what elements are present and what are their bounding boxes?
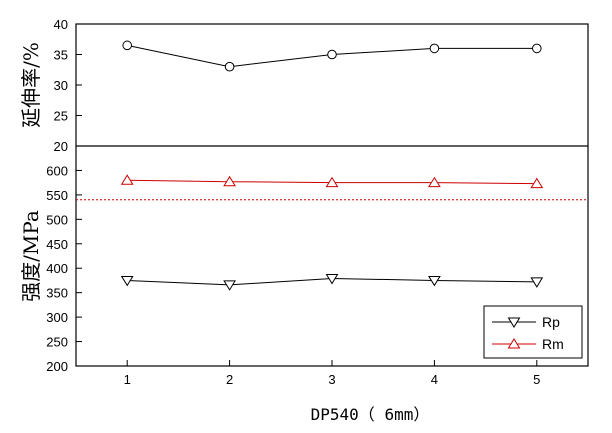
- y-tick-label: 300: [46, 310, 68, 325]
- y-axis-title: 延伸率/%: [19, 42, 43, 128]
- x-tick-label: 1: [124, 372, 131, 387]
- data-point: [223, 280, 236, 291]
- data-point: [530, 177, 544, 189]
- x-tick-label: 5: [533, 372, 540, 387]
- y-tick-label: 500: [46, 212, 68, 227]
- data-point: [223, 175, 236, 187]
- y-tick-label: 25: [54, 109, 68, 124]
- legend-label: Rp: [542, 314, 560, 330]
- data-point: [325, 176, 339, 188]
- y-tick-label: 250: [46, 335, 68, 350]
- data-point: [120, 174, 134, 185]
- data-point: [327, 49, 337, 60]
- data-point: [224, 61, 235, 72]
- x-tick-label: 2: [226, 372, 233, 387]
- y-tick-label: 40: [54, 17, 68, 32]
- y-tick-label: 600: [46, 163, 68, 178]
- legend-box: [483, 305, 583, 359]
- legend-marker: [507, 317, 521, 328]
- legend-marker: [507, 338, 521, 349]
- y-tick-label: 550: [46, 188, 68, 203]
- data-point: [428, 176, 441, 188]
- data-point: [325, 273, 339, 285]
- y-axis-title: 强度/MPa: [19, 210, 43, 302]
- data-point: [532, 43, 542, 54]
- y-tick-label: 35: [54, 48, 68, 63]
- legend-label: Rm: [542, 336, 564, 352]
- data-point: [122, 40, 132, 51]
- y-tick-label: 450: [46, 237, 68, 252]
- y-tick-label: 30: [54, 78, 68, 93]
- x-tick-label: 4: [431, 372, 438, 387]
- data-point: [429, 43, 440, 54]
- y-tick-label: 350: [46, 286, 68, 301]
- x-tick-label: 3: [328, 372, 335, 387]
- data-point: [428, 275, 441, 287]
- data-point: [120, 275, 134, 287]
- y-tick-label: 400: [46, 261, 68, 276]
- y-tick-label: 20: [54, 139, 68, 154]
- x-axis-title: DP540（ 6mm）: [311, 405, 430, 424]
- y-tick-label: 200: [46, 359, 68, 374]
- data-point: [530, 277, 544, 288]
